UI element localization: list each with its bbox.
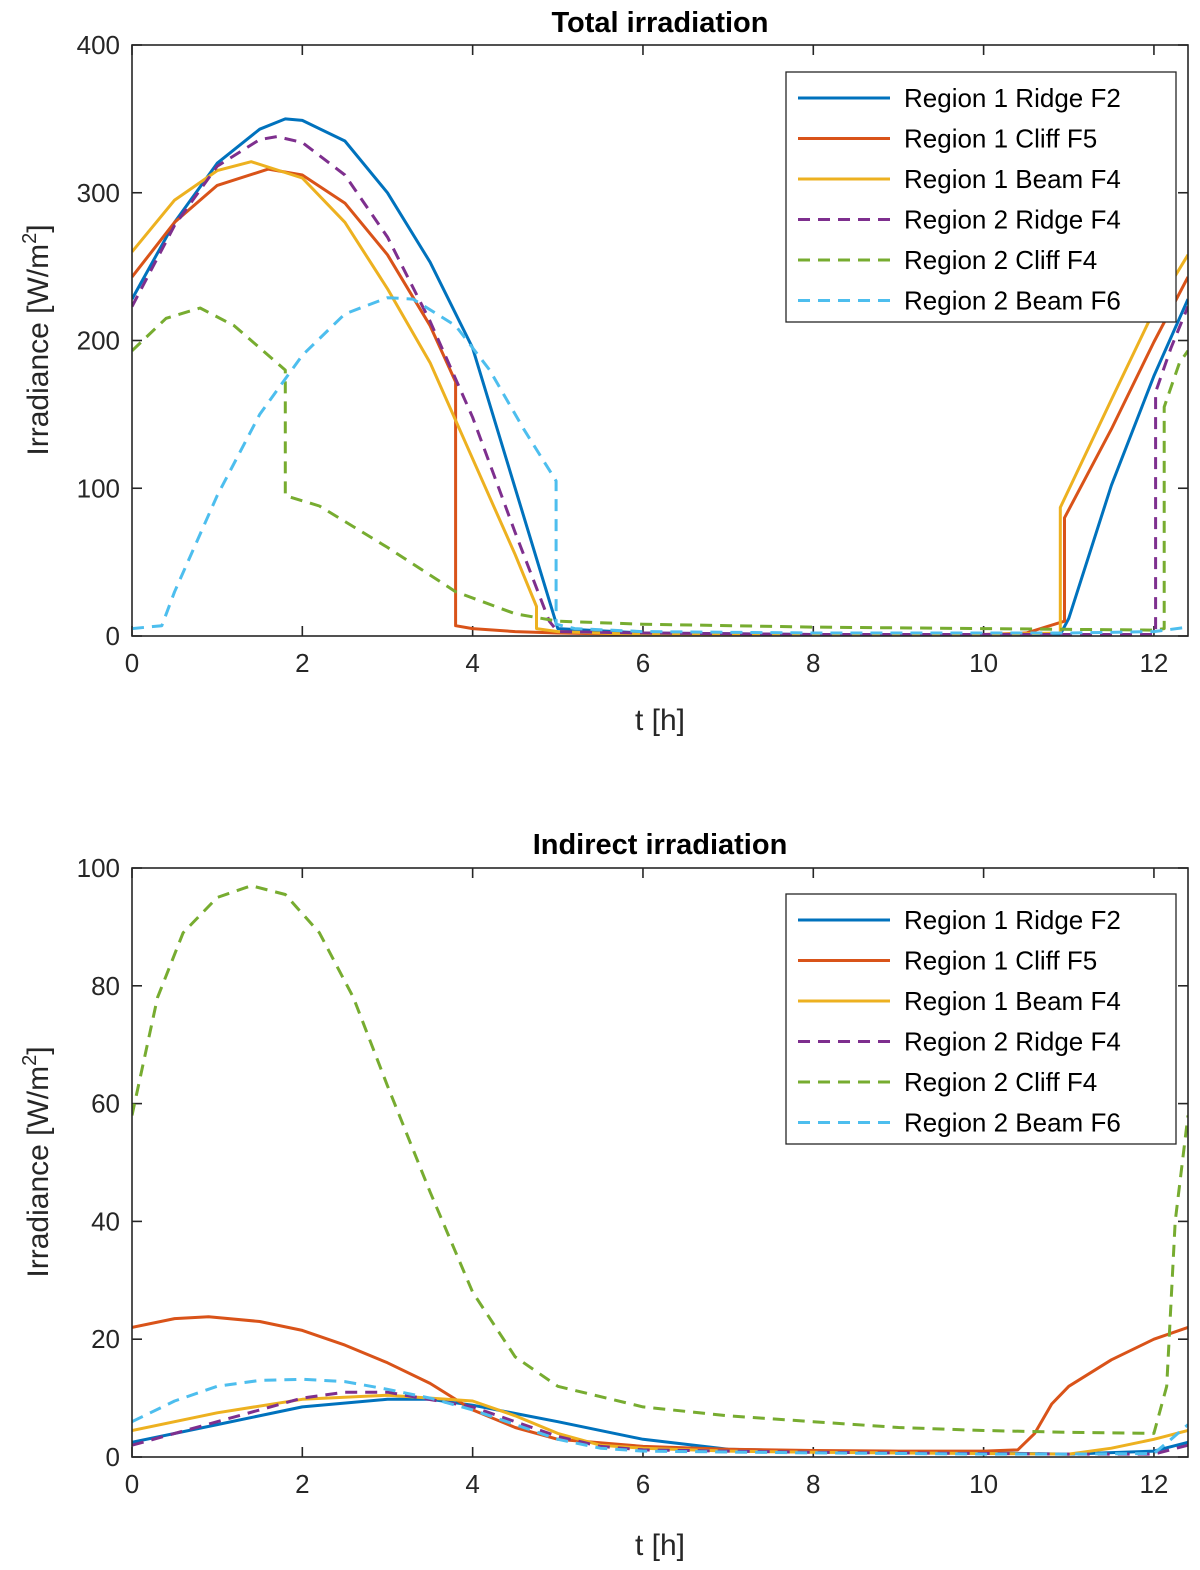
y-axis-label-main: Irradiance [W/m bbox=[22, 1066, 55, 1278]
x-tick-label: 12 bbox=[1139, 648, 1168, 678]
series-layer bbox=[132, 117, 1188, 636]
y-tick-label: 0 bbox=[106, 621, 120, 651]
y-axis-label-close: ] bbox=[22, 224, 55, 232]
x-tick-label: 6 bbox=[636, 648, 650, 678]
y-axis-label-sup: 2 bbox=[19, 233, 41, 244]
y-tick-label: 400 bbox=[77, 30, 120, 60]
legend-box bbox=[785, 893, 1177, 1145]
axes: 0 2 4 6 8 10 12 0 100 200 300 400 bbox=[77, 30, 1188, 678]
y-tick-label: 100 bbox=[77, 853, 120, 883]
y-tick-label: 100 bbox=[77, 473, 120, 503]
legend-label: Region 2 Ridge F4 bbox=[904, 205, 1121, 235]
legend-label: Region 1 Beam F4 bbox=[904, 986, 1121, 1016]
y-tick-label: 300 bbox=[77, 178, 120, 208]
chart-indirect-irradiation: Indirect irradiation 0 2 4 6 8 10 12 0 20 40 60 80 1… bbox=[19, 829, 1189, 1562]
series-line-3 bbox=[132, 160, 1188, 636]
chart-title: Total irradiation bbox=[552, 7, 769, 39]
x-tick-label: 0 bbox=[125, 1469, 139, 1499]
y-tick-label: 40 bbox=[91, 1206, 120, 1236]
y-axis-label-sup: 2 bbox=[19, 1055, 41, 1066]
x-tick-label: 0 bbox=[125, 648, 139, 678]
y-axis-label: Irradiance [W/m2] bbox=[19, 224, 55, 455]
x-tick-label: 8 bbox=[806, 648, 820, 678]
chart-total-irradiation: Total irradiation 0 2 4 6 8 10 12 0 100 200 300 400… bbox=[19, 7, 1189, 737]
x-tick-label: 10 bbox=[969, 648, 998, 678]
legend-label: Region 2 Ridge F4 bbox=[904, 1027, 1121, 1057]
legend: Region 1 Ridge F2 Region 1 Cliff F5 Region… bbox=[785, 71, 1177, 323]
legend-label: Region 1 Ridge F2 bbox=[904, 905, 1121, 935]
series-line-6 bbox=[132, 296, 1188, 635]
x-tick-label: 4 bbox=[465, 1469, 479, 1499]
y-axis-label-main: Irradiance [W/m bbox=[22, 244, 55, 456]
plot-box bbox=[131, 867, 1189, 1458]
y-axis-label-close: ] bbox=[22, 1046, 55, 1054]
legend-label: Region 2 Cliff F4 bbox=[904, 1067, 1097, 1097]
legend: Region 1 Ridge F2 Region 1 Cliff F5 Region… bbox=[785, 893, 1177, 1145]
series-line-4 bbox=[132, 135, 1188, 636]
x-tick-label: 10 bbox=[969, 1469, 998, 1499]
legend-label: Region 2 Beam F6 bbox=[904, 1108, 1121, 1138]
series-line-5 bbox=[132, 306, 1188, 632]
legend-label: Region 2 Beam F6 bbox=[904, 286, 1121, 316]
x-tick-label: 2 bbox=[295, 648, 309, 678]
x-axis-label: t [h] bbox=[635, 704, 685, 737]
x-tick-label: 12 bbox=[1139, 1469, 1168, 1499]
legend-label: Region 1 Beam F4 bbox=[904, 164, 1121, 194]
chart-title: Indirect irradiation bbox=[533, 829, 788, 861]
series-line-1 bbox=[132, 117, 1188, 636]
legend-label: Region 1 Cliff F5 bbox=[904, 124, 1097, 154]
y-tick-label: 200 bbox=[77, 326, 120, 356]
legend-label: Region 1 Ridge F2 bbox=[904, 83, 1121, 113]
x-tick-label: 4 bbox=[465, 648, 479, 678]
y-tick-label: 20 bbox=[91, 1324, 120, 1354]
y-tick-label: 0 bbox=[106, 1442, 120, 1472]
y-tick-label: 80 bbox=[91, 971, 120, 1001]
legend-label: Region 1 Cliff F5 bbox=[904, 946, 1097, 976]
x-tick-label: 6 bbox=[636, 1469, 650, 1499]
plot-box bbox=[131, 44, 1189, 637]
series-line-5 bbox=[132, 884, 1188, 1435]
x-axis-label: t [h] bbox=[635, 1529, 685, 1562]
y-tick-label: 60 bbox=[91, 1089, 120, 1119]
y-axis-label: Irradiance [W/m2] bbox=[19, 1046, 55, 1277]
x-tick-label: 8 bbox=[806, 1469, 820, 1499]
legend-label: Region 2 Cliff F4 bbox=[904, 245, 1097, 275]
x-tick-label: 2 bbox=[295, 1469, 309, 1499]
legend-box bbox=[785, 71, 1177, 323]
series-layer bbox=[132, 884, 1188, 1456]
series-line-2 bbox=[132, 1315, 1188, 1453]
